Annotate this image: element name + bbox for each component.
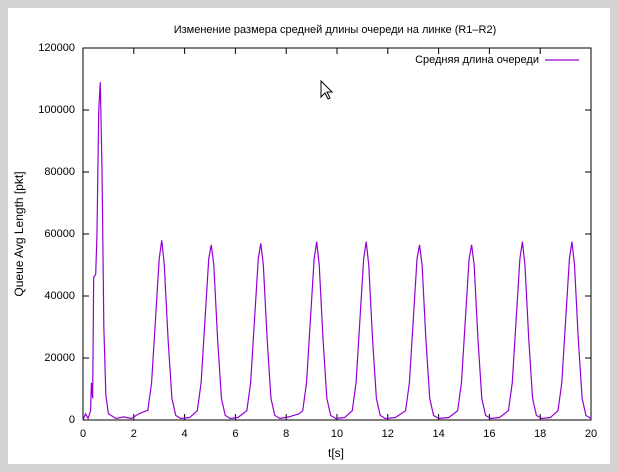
y-tick-label: 100000 xyxy=(38,104,75,116)
x-tick-label: 0 xyxy=(80,428,86,440)
y-axis-label: Queue Avg Length [pkt] xyxy=(12,171,26,296)
data-line xyxy=(82,82,592,421)
chart-title: Изменение размера средней длины очереди … xyxy=(174,24,497,36)
y-tick-label: 80000 xyxy=(44,166,75,178)
x-tick-label: 12 xyxy=(382,428,394,440)
y-tick-label: 60000 xyxy=(44,228,75,240)
legend-label: Средняя длина очереди xyxy=(415,54,539,66)
x-tick-label: 2 xyxy=(131,428,137,440)
x-tick-label: 10 xyxy=(331,428,343,440)
x-tick-label: 6 xyxy=(232,428,238,440)
x-tick-label: 20 xyxy=(585,428,597,440)
y-tick-label: 0 xyxy=(69,414,75,426)
x-tick-label: 18 xyxy=(534,428,546,440)
window xyxy=(8,8,610,464)
x-tick-label: 4 xyxy=(182,428,188,440)
y-tick-label: 20000 xyxy=(44,352,75,364)
cursor xyxy=(320,79,334,100)
x-axis-label: t[s] xyxy=(328,446,344,460)
x-tick-label: 8 xyxy=(283,428,289,440)
x-tick-label: 14 xyxy=(432,428,444,440)
y-tick-label: 120000 xyxy=(38,42,75,54)
y-tick-label: 40000 xyxy=(44,290,75,302)
x-tick-label: 16 xyxy=(483,428,495,440)
